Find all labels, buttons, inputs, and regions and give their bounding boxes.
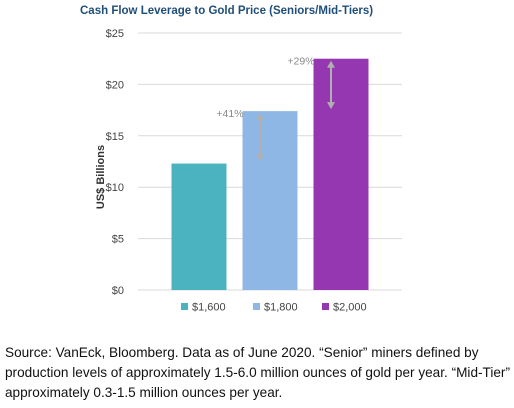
y-tick-label: $25 <box>106 28 124 40</box>
y-axis-ticks: $0 $5 $10 $15 $20 $25 <box>106 28 124 297</box>
chart-title: Cash Flow Leverage to Gold Price (Senior… <box>80 5 374 17</box>
change-arrow <box>327 60 335 110</box>
legend-swatch <box>322 303 329 310</box>
change-label: +29% <box>287 56 314 68</box>
change-arrow <box>256 113 264 162</box>
annotations: +41% +29% <box>216 56 335 162</box>
y-tick-label: $20 <box>106 79 124 91</box>
legend-item: $1,600 <box>181 302 226 314</box>
legend-label: $1,600 <box>192 302 226 314</box>
legend-item: $1,800 <box>253 302 298 314</box>
legend-label: $2,000 <box>333 302 367 314</box>
legend: $1,600 $1,800 $2,000 <box>181 302 367 314</box>
legend-swatch <box>181 303 188 310</box>
bar <box>313 58 369 291</box>
bars <box>171 58 369 291</box>
y-tick-label: $15 <box>106 131 124 143</box>
legend-label: $1,800 <box>264 302 298 314</box>
legend-swatch <box>253 303 260 310</box>
source-caption: Source: VanEck, Bloomberg. Data as of Ju… <box>5 345 510 400</box>
bar <box>242 111 298 291</box>
y-tick-label: $0 <box>112 285 124 297</box>
bar-chart: $0 $5 $10 $15 $20 $25 US$ Billions +41% +29% $… <box>95 28 402 314</box>
bar <box>171 163 227 290</box>
y-axis-label: US$ Billions <box>95 145 107 209</box>
y-tick-label: $5 <box>112 234 124 246</box>
y-tick-label: $10 <box>106 182 124 194</box>
legend-item: $2,000 <box>322 302 367 314</box>
change-label: +41% <box>216 108 243 120</box>
